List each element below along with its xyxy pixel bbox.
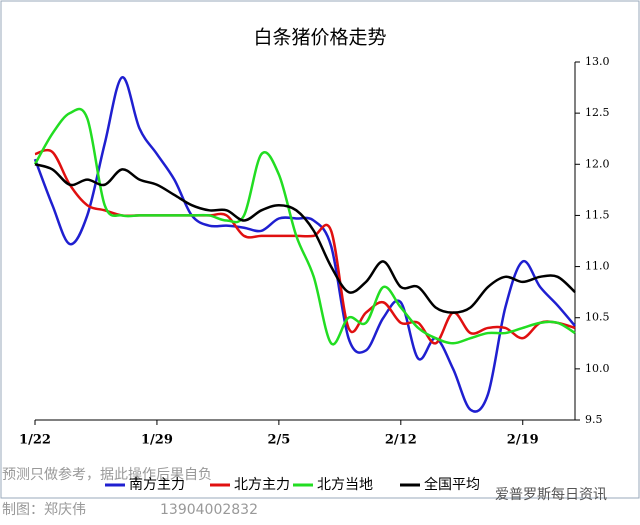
phone: 13904002832	[160, 502, 258, 518]
x-tick-label: 2/12	[385, 433, 417, 448]
y-tick-label: 13.0	[585, 55, 610, 68]
x-tick-label: 2/5	[267, 433, 290, 448]
x-tick-label: 2/19	[507, 433, 539, 448]
disclaimer: 预测只做参考，据此操作后果自负	[2, 466, 212, 483]
legend-label: 南方主力	[129, 477, 185, 493]
author: 制图：郑庆伟	[2, 502, 86, 518]
series-line	[33, 107, 576, 346]
y-tick-label: 9.5	[585, 413, 603, 426]
y-tick-label: 10.5	[585, 311, 610, 324]
series-line	[33, 76, 576, 413]
y-tick-label: 12.0	[585, 157, 610, 170]
series-line	[34, 163, 576, 314]
y-tick-label: 11.5	[585, 208, 610, 221]
chart-frame	[0, 0, 640, 499]
legend-label: 北方主力	[234, 477, 290, 493]
watermark: 爱普罗斯每日资讯	[495, 487, 607, 503]
legend-label: 北方当地	[317, 477, 373, 493]
y-tick-label: 11.0	[585, 260, 610, 273]
legend-label: 全国平均	[424, 476, 480, 493]
x-tick-label: 1/29	[141, 433, 173, 448]
y-tick-label: 12.5	[585, 106, 610, 119]
chart-title: 白条猪价格走势	[253, 27, 386, 49]
x-tick-label: 1/22	[19, 433, 51, 448]
y-tick-label: 10.0	[585, 362, 610, 375]
